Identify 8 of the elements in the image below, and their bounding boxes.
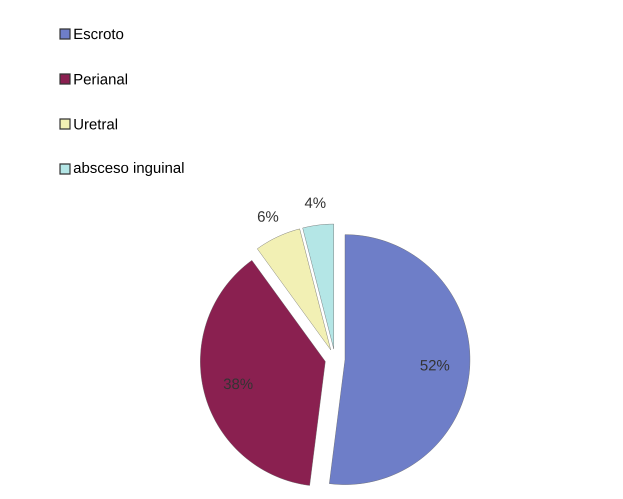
legend-label: Escroto [74, 28, 124, 40]
legend-label: absceso inguinal [74, 162, 184, 176]
legend-label: Uretral [74, 118, 118, 130]
data-label: 6% [258, 211, 278, 222]
legend-label: Perianal [74, 73, 128, 84]
data-label: 52% [420, 360, 450, 371]
data-label: 4% [304, 198, 326, 208]
data-label: 38% [224, 378, 253, 390]
